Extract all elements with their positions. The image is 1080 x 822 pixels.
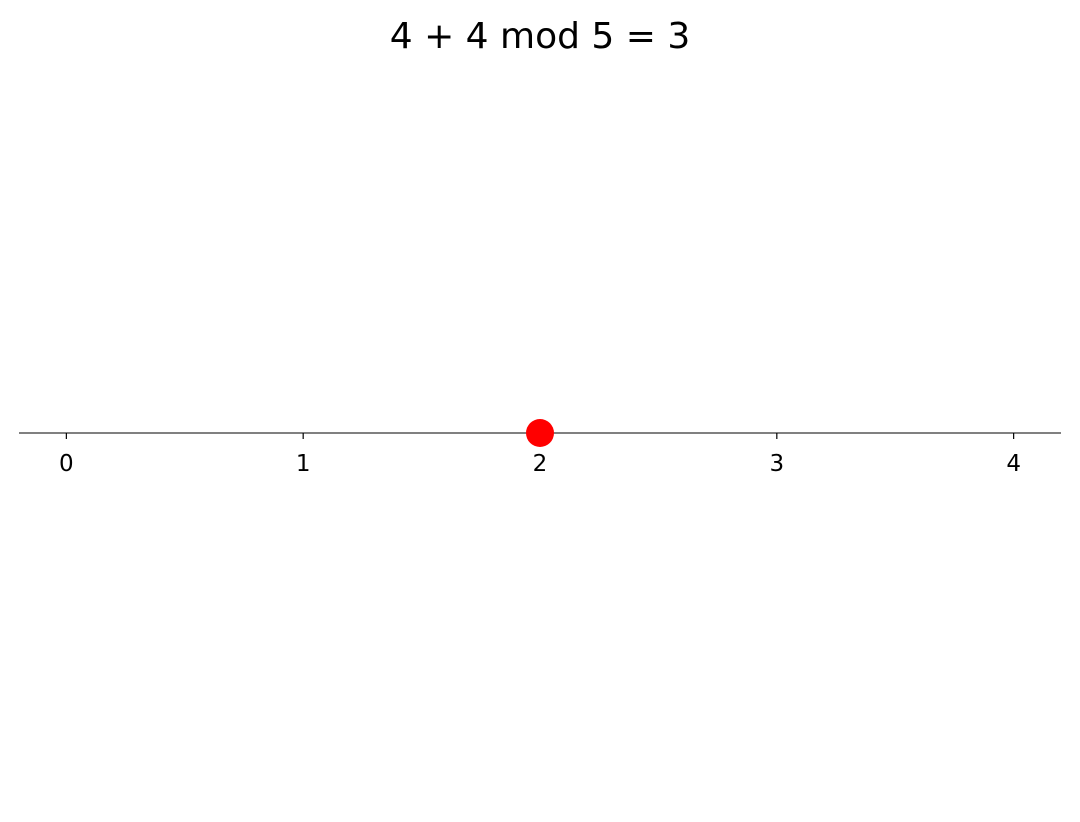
x-tick-label: 4	[1006, 451, 1021, 477]
x-tick-label: 2	[533, 451, 548, 477]
tick-layer: 0 1 2 3 4	[59, 433, 1021, 477]
data-point	[526, 419, 554, 447]
point-layer	[526, 419, 554, 447]
x-tick-label: 1	[296, 451, 311, 477]
x-tick-label: 3	[769, 451, 784, 477]
x-tick-label: 0	[59, 451, 74, 477]
chart-title: 4 + 4 mod 5 = 3	[389, 16, 691, 57]
